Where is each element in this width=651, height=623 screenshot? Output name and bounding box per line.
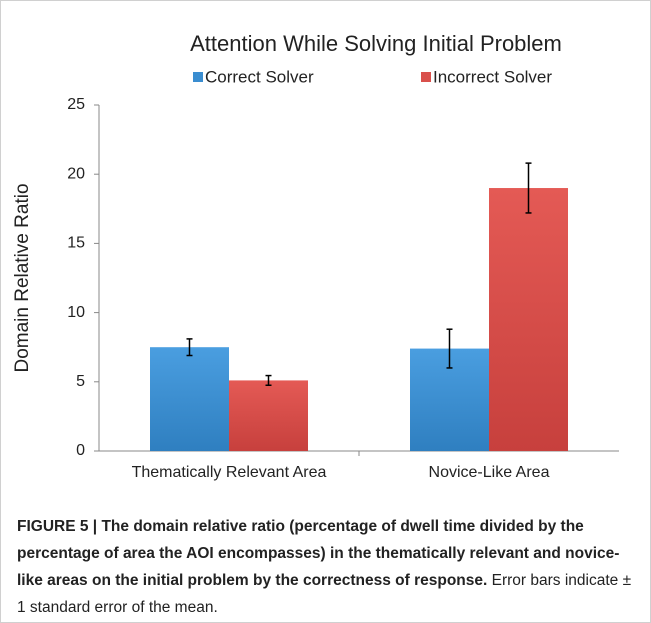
legend-swatch [421, 72, 431, 82]
y-axis-label: Domain Relative Ratio [12, 183, 33, 372]
caption-title: The domain relative ratio (percentage of… [17, 518, 620, 589]
chart-title: Attention While Solving Initial Problem [190, 31, 562, 56]
error-bar [265, 374, 272, 387]
error-bar [525, 162, 532, 214]
y-tick-label: 20 [67, 165, 85, 182]
x-tick-label: Novice-Like Area [429, 464, 550, 481]
caption: FIGURE 5 | The domain relative ratio (pe… [17, 513, 637, 621]
x-tick-label: Thematically Relevant Area [132, 464, 327, 481]
chart: Attention While Solving Initial Problem … [12, 31, 619, 481]
caption-label: FIGURE 5 | [17, 518, 98, 535]
y-tick-label: 25 [67, 96, 85, 113]
y-tick-label: 10 [67, 304, 85, 321]
legend-label: Correct Solver [205, 67, 314, 86]
bar [489, 188, 568, 452]
caption-text: Error bars indicate ± 1 standard error o… [17, 572, 632, 616]
bar [150, 347, 229, 451]
error-bar [186, 338, 193, 357]
legend-swatch [193, 72, 203, 82]
y-tick-label: 5 [76, 373, 85, 390]
legend-label: Incorrect Solver [433, 67, 552, 86]
y-tick-label: 0 [76, 442, 85, 459]
error-bar [446, 328, 453, 369]
y-tick-label: 15 [67, 235, 85, 252]
bar [229, 380, 308, 451]
